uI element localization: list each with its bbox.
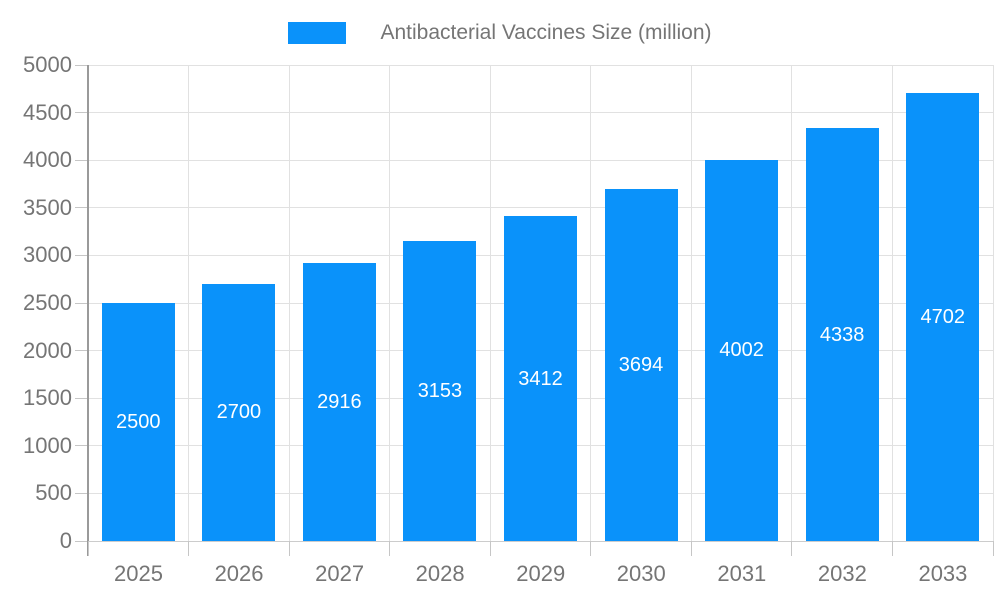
- y-axis-label: 0: [59, 528, 72, 553]
- x-axis-label: 2027: [315, 561, 365, 586]
- x-axis-tick: [489, 541, 491, 556]
- y-axis-tick: [75, 540, 88, 542]
- y-gridline: [88, 112, 993, 114]
- x-gridline: [489, 65, 491, 541]
- x-axis-label: 2032: [817, 561, 867, 586]
- x-axis-label: 2025: [114, 561, 163, 586]
- y-gridline: [88, 64, 993, 66]
- x-gridline: [188, 65, 190, 541]
- y-gridline: [88, 207, 993, 209]
- bar-2025: 2500: [101, 303, 175, 541]
- bar-value-label: 3694: [618, 354, 664, 377]
- y-axis-tick: [75, 159, 88, 161]
- y-axis-tick: [75, 445, 88, 447]
- y-axis-label: 2000: [23, 337, 72, 363]
- x-axis-label: 2026: [214, 561, 264, 586]
- y-axis-tick: [75, 397, 88, 399]
- y-axis-label: 1000: [23, 432, 72, 458]
- legend-swatch: [288, 22, 347, 44]
- x-axis-tick: [891, 541, 893, 556]
- x-axis-tick: [87, 541, 89, 556]
- x-axis-tick: [389, 541, 391, 556]
- bar-value-label: 2700: [216, 401, 262, 424]
- y-axis-label: 3000: [23, 242, 72, 268]
- y-axis-line: [87, 65, 89, 556]
- x-axis-label: 2028: [415, 561, 465, 586]
- y-axis-label: 4500: [23, 99, 72, 125]
- x-axis-tick: [288, 541, 290, 556]
- x-gridline: [389, 65, 391, 541]
- bar-value-label: 4702: [920, 306, 965, 329]
- x-axis-tick: [992, 541, 994, 556]
- legend: Antibacterial Vaccines Size (million): [0, 20, 1000, 46]
- y-axis-label: 2500: [23, 290, 72, 315]
- x-axis-tick: [188, 541, 190, 556]
- bar-2028: 3153: [403, 240, 477, 541]
- plot-right-border: [992, 65, 994, 541]
- bar-2026: 2700: [202, 283, 276, 541]
- x-gridline: [891, 65, 893, 541]
- x-axis-tick: [590, 541, 592, 556]
- y-axis-tick: [75, 112, 88, 114]
- plot-area: 2500 2700 2916 3153 3412 3694 4002 4338 4702: [88, 64, 994, 541]
- y-axis-label: 1500: [23, 385, 72, 411]
- x-gridline: [288, 65, 290, 541]
- x-axis-line: [88, 540, 993, 542]
- bar-value-label: 3412: [518, 367, 563, 390]
- x-gridline: [791, 65, 793, 541]
- y-gridline: [88, 159, 993, 161]
- y-axis-label: 5000: [23, 52, 72, 77]
- y-axis-tick: [75, 254, 88, 256]
- x-gridline: [690, 65, 692, 541]
- y-axis-label: 500: [35, 480, 72, 506]
- x-gridline: [590, 65, 592, 541]
- legend-label: Antibacterial Vaccines Size (million): [380, 21, 712, 44]
- y-axis-tick: [75, 492, 88, 494]
- y-axis-label: 4000: [23, 147, 72, 173]
- x-axis-label: 2029: [516, 561, 566, 586]
- bar-2032: 4338: [805, 128, 879, 541]
- bar-2027: 2916: [302, 263, 376, 541]
- x-axis-label: 2033: [918, 561, 968, 586]
- bar-value-label: 3153: [417, 379, 463, 402]
- bar-2033: 4702: [906, 93, 980, 541]
- y-axis-tick: [75, 302, 88, 304]
- x-axis-label: 2031: [717, 561, 767, 586]
- bar-2030: 3694: [604, 189, 678, 541]
- bar-2029: 3412: [504, 216, 577, 541]
- bar-value-label: 2500: [116, 411, 161, 433]
- y-axis-label: 3500: [23, 194, 72, 220]
- y-axis-tick: [75, 207, 88, 209]
- x-axis-tick: [791, 541, 793, 556]
- y-axis-tick: [75, 350, 88, 352]
- bar-value-label: 4002: [719, 339, 764, 362]
- bar-value-label: 4338: [819, 323, 865, 346]
- y-axis-tick: [75, 64, 88, 66]
- x-axis-tick: [690, 541, 692, 556]
- x-axis-label: 2030: [616, 561, 666, 586]
- bar-value-label: 2916: [317, 391, 362, 414]
- bar-2031: 4002: [705, 160, 779, 541]
